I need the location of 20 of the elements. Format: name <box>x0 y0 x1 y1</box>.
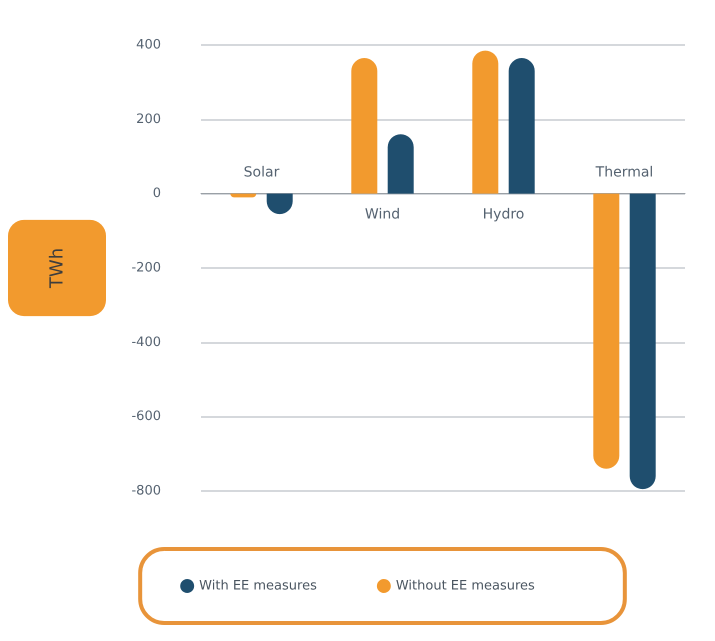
y-tick-label: -800 <box>131 484 161 498</box>
y-tick-label: -400 <box>131 334 161 350</box>
bar <box>388 134 414 194</box>
bar <box>508 58 535 194</box>
y-axis-title: TWh <box>46 248 68 290</box>
bar <box>630 194 656 490</box>
x-tick-label: Solar <box>244 164 280 181</box>
legend-label: Without EE measures <box>396 578 536 594</box>
x-tick-label: Wind <box>364 206 400 223</box>
y-tick-label: 200 <box>136 112 161 127</box>
y-tick-label: -600 <box>131 409 161 424</box>
bar <box>593 194 620 469</box>
x-tick-label: Hydro <box>482 206 524 223</box>
y-tick-label: -200 <box>131 260 161 276</box>
bar <box>351 58 378 194</box>
y-tick-label: 0 <box>152 186 161 202</box>
x-tick-label: Thermal <box>594 164 654 181</box>
y-tick-label: 400 <box>136 38 161 52</box>
bar <box>472 50 498 194</box>
legend-label: With EE measures <box>199 578 318 594</box>
